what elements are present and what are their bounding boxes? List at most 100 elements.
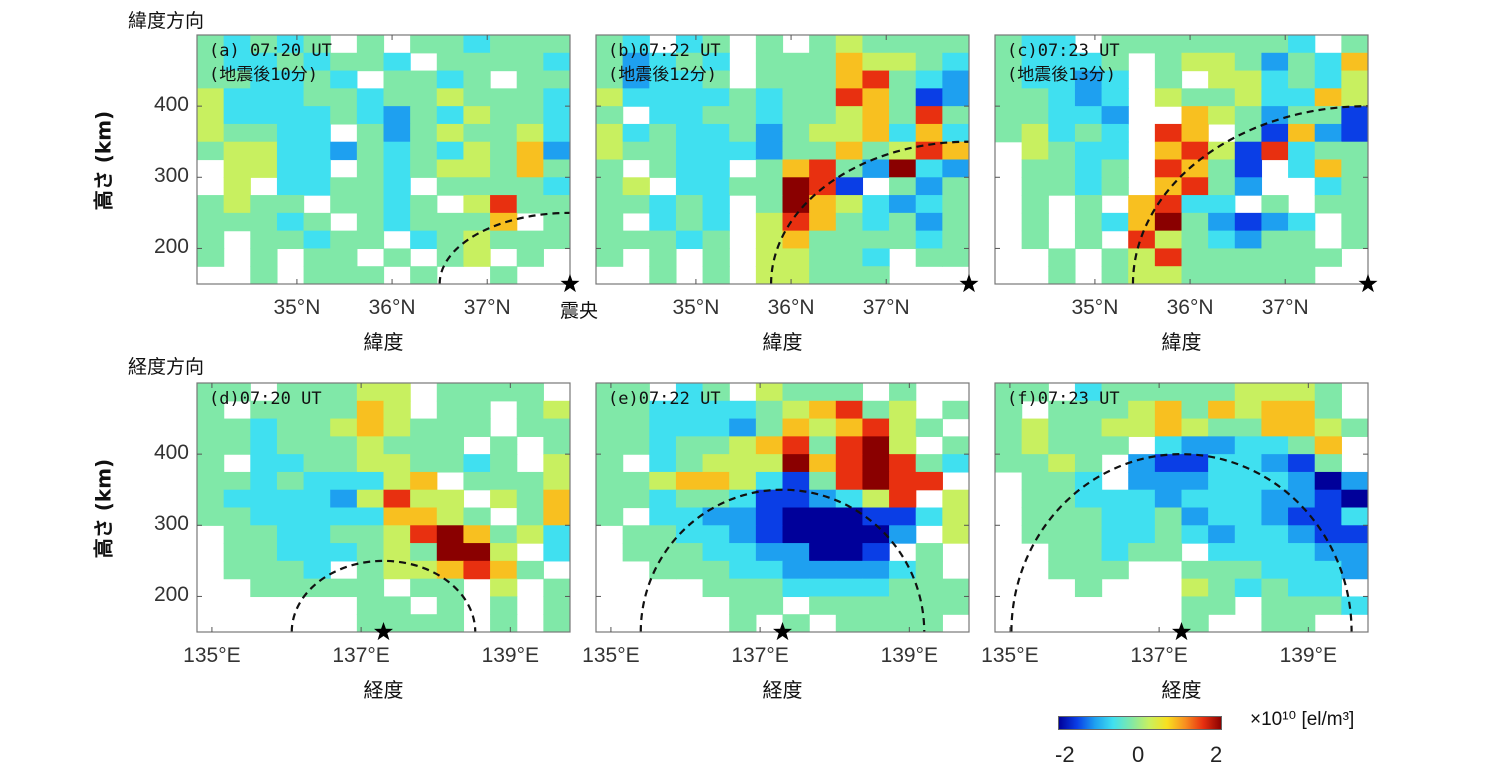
heatmap-cell <box>1314 596 1342 615</box>
heatmap-cell <box>303 230 331 250</box>
heatmap-cell <box>1261 248 1289 267</box>
heatmap-cell <box>1181 418 1209 437</box>
heatmap-cell <box>889 195 917 214</box>
heatmap-cell <box>755 159 784 178</box>
heatmap-cell <box>596 230 624 250</box>
heatmap-cell <box>675 471 704 491</box>
heatmap-cell <box>649 52 677 72</box>
heatmap-cell <box>862 471 890 491</box>
heatmap-cell <box>516 159 544 178</box>
heatmap-cell <box>835 543 864 562</box>
heatmap-cell <box>596 418 624 437</box>
heatmap-cell <box>596 88 624 107</box>
heatmap-cell <box>543 212 570 232</box>
heatmap-cell <box>356 230 385 250</box>
colorbar-mid-label: 0 <box>1132 742 1145 767</box>
heatmap-cell <box>490 195 518 214</box>
heatmap-cell <box>729 525 757 544</box>
heatmap-cell <box>1101 88 1129 107</box>
heatmap-cell <box>862 596 890 615</box>
heatmap-cell <box>250 266 278 284</box>
heatmap-cell <box>649 212 677 232</box>
heatmap-cell <box>1021 195 1049 214</box>
heatmap-cell <box>942 88 969 107</box>
heatmap-cell <box>942 35 969 54</box>
heatmap-cell <box>755 248 784 267</box>
heatmap-cell <box>942 123 969 143</box>
heatmap-cell <box>702 177 730 196</box>
heatmap-cell <box>383 70 411 89</box>
heatmap-cell <box>1181 436 1209 455</box>
wavefront-arc <box>769 140 970 285</box>
heatmap-cell <box>303 383 331 402</box>
section-label-longitude: 経度方向 <box>128 356 205 378</box>
heatmap-cell <box>1314 400 1342 420</box>
heatmap-cell <box>596 248 624 267</box>
heatmap-cell <box>915 230 943 250</box>
heatmap-cell <box>1074 436 1103 455</box>
epicenter-star-icon <box>959 274 979 293</box>
heatmap-cell <box>835 35 864 54</box>
heatmap-cell <box>543 123 570 143</box>
heatmap-cell <box>1074 471 1103 491</box>
heatmap-cell <box>1074 123 1103 143</box>
heatmap-cell <box>410 159 438 178</box>
heatmap-cell <box>463 560 491 580</box>
heatmap-cell <box>889 454 917 473</box>
heatmap-cell <box>356 159 385 178</box>
heatmap-cell <box>809 35 837 54</box>
heatmap-cell <box>463 70 491 89</box>
heatmap-cell <box>463 159 491 178</box>
heatmap-cell <box>809 230 837 250</box>
heatmap-cell <box>250 418 278 437</box>
heatmap-cell <box>463 88 491 107</box>
heatmap-cell <box>1154 436 1183 455</box>
heatmap-cell <box>1048 560 1076 580</box>
heatmap-cell <box>383 123 411 143</box>
heatmap-cell <box>622 52 650 72</box>
heatmap-cell <box>755 578 784 598</box>
heatmap-cell <box>490 106 518 125</box>
heatmap-cell <box>1074 177 1103 196</box>
heatmap-cell <box>1288 35 1316 54</box>
heatmap-cell <box>1208 578 1236 598</box>
heatmap-cell <box>463 106 491 125</box>
colorbar <box>1058 716 1222 730</box>
heatmap-cell <box>303 436 331 455</box>
heatmap-cell <box>1021 454 1049 473</box>
heatmap-cell <box>729 578 757 598</box>
heatmap-cell <box>729 560 757 580</box>
heatmap-cell <box>1234 471 1263 491</box>
heatmap-cell <box>436 560 465 580</box>
heatmap-cell <box>490 560 518 580</box>
heatmap-cell <box>889 70 917 89</box>
heatmap-cell <box>276 578 305 598</box>
heatmap-cell <box>1021 177 1049 196</box>
heatmap-cell <box>755 177 784 196</box>
heatmap-cell <box>675 106 704 125</box>
heatmap-cell <box>809 70 837 89</box>
heatmap-cell <box>622 195 650 214</box>
heatmap-cell <box>436 177 465 196</box>
heatmap-cell <box>330 106 358 125</box>
heatmap-cell <box>1048 70 1076 89</box>
heatmap-cell <box>383 418 411 437</box>
heatmap-cell <box>622 177 650 196</box>
heatmap-cell <box>303 471 331 491</box>
heatmap-cell <box>1021 88 1049 107</box>
heatmap-cell <box>383 106 411 125</box>
heatmap-cell <box>543 471 570 491</box>
heatmap-cell <box>1181 560 1209 580</box>
heatmap-cell <box>942 578 969 598</box>
heatmap-cell <box>755 141 784 161</box>
heatmap-cell <box>889 141 917 161</box>
heatmap-cell <box>835 614 864 632</box>
heatmap-cell <box>809 436 837 455</box>
heatmap-cell <box>1101 159 1129 178</box>
heatmap-cell <box>223 70 251 89</box>
heatmap-cell <box>835 454 864 473</box>
heatmap-cell <box>197 454 225 473</box>
heatmap-cell <box>809 454 837 473</box>
heatmap-cell <box>490 578 518 598</box>
heatmap-cell <box>1341 230 1368 250</box>
